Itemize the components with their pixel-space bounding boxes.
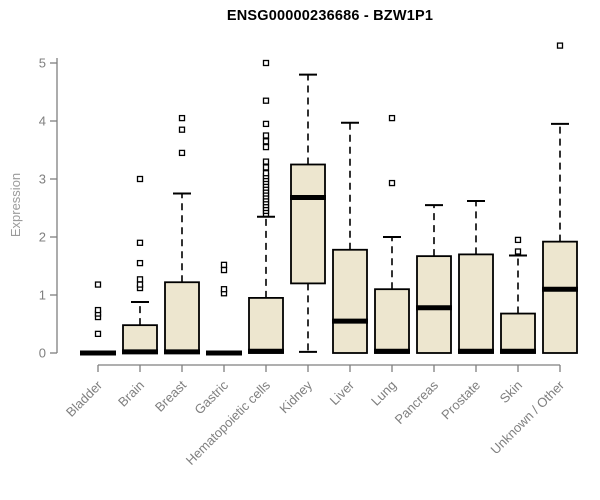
axes: [50, 58, 561, 372]
y-tick-label: 0: [39, 346, 46, 361]
box-skin: [500, 236, 536, 354]
box-breast: [164, 114, 200, 355]
y-tick-label: 1: [39, 288, 46, 303]
x-tick-label: Kidney: [276, 377, 315, 416]
outlier-point: [220, 266, 228, 274]
outlier-point: [136, 239, 144, 246]
outlier-point: [262, 170, 270, 177]
outlier-point: [178, 126, 186, 133]
y-tick-label: 4: [39, 114, 46, 129]
outlier-point: [514, 248, 522, 255]
y-tick-label: 5: [39, 56, 46, 71]
outlier-point: [178, 114, 186, 122]
box-rect: [332, 248, 368, 354]
outlier-point: [178, 149, 186, 157]
outlier-point: [388, 114, 396, 122]
outlier-point: [136, 259, 144, 267]
outlier-point: [220, 286, 228, 293]
x-tick-label: Breast: [152, 377, 189, 414]
outlier-point: [262, 164, 270, 171]
box-bladder: [80, 281, 116, 356]
box-rect: [248, 296, 284, 354]
outlier-point: [514, 236, 522, 244]
outlier-point: [556, 42, 564, 49]
box-brain: [122, 175, 158, 355]
outlier-point: [136, 281, 144, 288]
outlier-point: [262, 132, 270, 139]
x-tick-label: Liver: [327, 377, 358, 408]
box-prostate: [458, 200, 494, 354]
box-rect: [458, 253, 494, 354]
x-tick-label: Pancreas: [392, 377, 442, 427]
outlier-point: [136, 175, 144, 183]
outlier-point: [94, 330, 102, 338]
box-rect: [164, 281, 200, 354]
x-tick-label: Gastric: [191, 377, 231, 417]
box-pancreas: [416, 204, 452, 354]
box-rect: [416, 255, 452, 354]
box-unknown-other: [542, 42, 578, 354]
chart-title: ENSG00000236686 - BZW1P1: [226, 8, 434, 24]
box-lung: [374, 114, 410, 354]
outlier-point: [262, 59, 270, 67]
outlier-point: [262, 138, 270, 145]
x-tick-label: Prostate: [438, 378, 483, 423]
outlier-point: [94, 281, 102, 288]
outlier-point: [262, 158, 270, 165]
outlier-point: [94, 306, 102, 314]
x-tick-label: Unknown / Other: [488, 377, 568, 457]
outlier-point: [388, 179, 396, 187]
y-tick-label: 3: [39, 172, 46, 187]
outlier-point: [220, 261, 228, 268]
x-tick-label: Skin: [497, 378, 525, 406]
box-gastric: [206, 261, 242, 356]
box-rect: [542, 240, 578, 354]
x-tick-label: Bladder: [63, 377, 106, 420]
box-rect: [500, 312, 536, 354]
outlier-point: [262, 120, 270, 128]
box-hematopoietic-cells: [248, 59, 284, 354]
box-rect: [374, 288, 410, 354]
box-rect: [122, 324, 158, 354]
outlier-point: [136, 276, 144, 283]
outlier-point: [262, 143, 270, 151]
box-kidney: [290, 73, 326, 353]
x-tick-label: Brain: [115, 378, 147, 410]
y-tick-label: 2: [39, 230, 46, 245]
box-rect: [290, 163, 326, 285]
box-liver: [332, 121, 368, 354]
outlier-point: [262, 97, 270, 104]
x-tick-label: Lung: [368, 378, 399, 409]
y-tick-labels: 0 1 2 3 4 5: [39, 56, 46, 361]
